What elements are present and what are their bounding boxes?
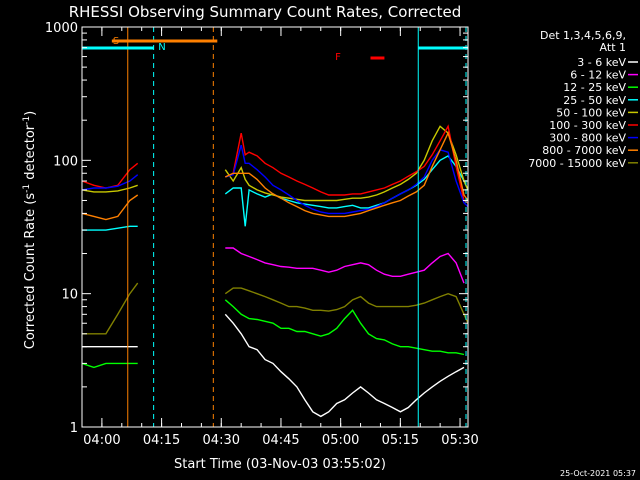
series-line-7-seg-1	[225, 131, 469, 218]
flag-label-1: N	[158, 42, 165, 53]
legend-entry-8: 7000 - 15000 keV	[528, 157, 626, 170]
x-tick-label-0: 04:00	[83, 433, 120, 448]
series-layer	[81, 124, 469, 418]
marker-layer: S N F	[82, 27, 468, 427]
svg-text:Corrected Count Rate (s-1 dete: Corrected Count Rate (s-1 detector-1)	[22, 111, 38, 349]
series-line-8-seg-0	[82, 282, 139, 335]
series-line-2-seg-1	[224, 299, 465, 356]
series-line-0-seg-1	[224, 313, 465, 418]
x-tick-label-4: 05:00	[322, 433, 359, 448]
y-tick-label-1: 10	[61, 288, 78, 303]
y-tick-label-2: 100	[53, 154, 78, 169]
x-tick-label-2: 04:30	[203, 433, 240, 448]
series-line-2-seg-0	[81, 362, 138, 369]
x-tick-label-3: 04:45	[262, 433, 299, 448]
legend-entry-1: 6 - 12 keV	[570, 69, 626, 82]
x-tick-label-1: 04:15	[143, 433, 180, 448]
footer-date: 25-Oct-2021 05:37	[560, 469, 636, 478]
y-tick-label-0: 1	[70, 421, 78, 436]
legend-entry-4: 50 - 100 keV	[556, 106, 626, 119]
legend-entry-3: 25 - 50 keV	[563, 94, 626, 107]
plot-frame	[81, 26, 469, 428]
legend-entry-7: 800 - 7000 keV	[542, 144, 626, 157]
y-axis-label: Corrected Count Rate (s-1 detector-1)	[22, 111, 38, 349]
x-tick-label-5: 05:15	[382, 433, 419, 448]
flag-label-0: S	[113, 36, 119, 47]
series-line-4-seg-1	[224, 125, 469, 202]
series-line-4-seg-0	[81, 184, 138, 193]
legend-entry-6: 300 - 800 keV	[549, 132, 626, 145]
series-line-5-seg-0	[81, 162, 139, 189]
axis-layer: 1 10 100 1000 04:00 04:15 04:30 04:45 05:00 05:15…	[45, 21, 479, 448]
series-line-6-seg-1	[225, 144, 469, 215]
legend-entry-0: 3 - 6 keV	[577, 56, 626, 69]
legend-header-0: Det 1,3,4,5,6,9,	[540, 29, 626, 42]
legend-entry-5: 100 - 300 keV	[549, 119, 626, 132]
series-line-1-seg-1	[225, 247, 465, 284]
chart-title: RHESSI Observing Summary Count Rates, Co…	[69, 3, 462, 21]
series-line-3-seg-0	[82, 225, 138, 231]
x-tick-label-6: 05:30	[441, 433, 478, 448]
series-line-5-seg-1	[225, 124, 469, 204]
y-tick-label-3: 1000	[45, 21, 78, 36]
series-line-6-seg-0	[81, 174, 139, 191]
flag-label-3: F	[335, 52, 341, 63]
x-axis-label: Start Time (03-Nov-03 03:55:02)	[174, 457, 386, 472]
series-line-7-seg-0	[81, 194, 139, 221]
series-line-8-seg-1	[224, 287, 469, 324]
legend-entry-2: 12 - 25 keV	[563, 81, 626, 94]
legend-header-1: Att 1	[600, 41, 626, 54]
